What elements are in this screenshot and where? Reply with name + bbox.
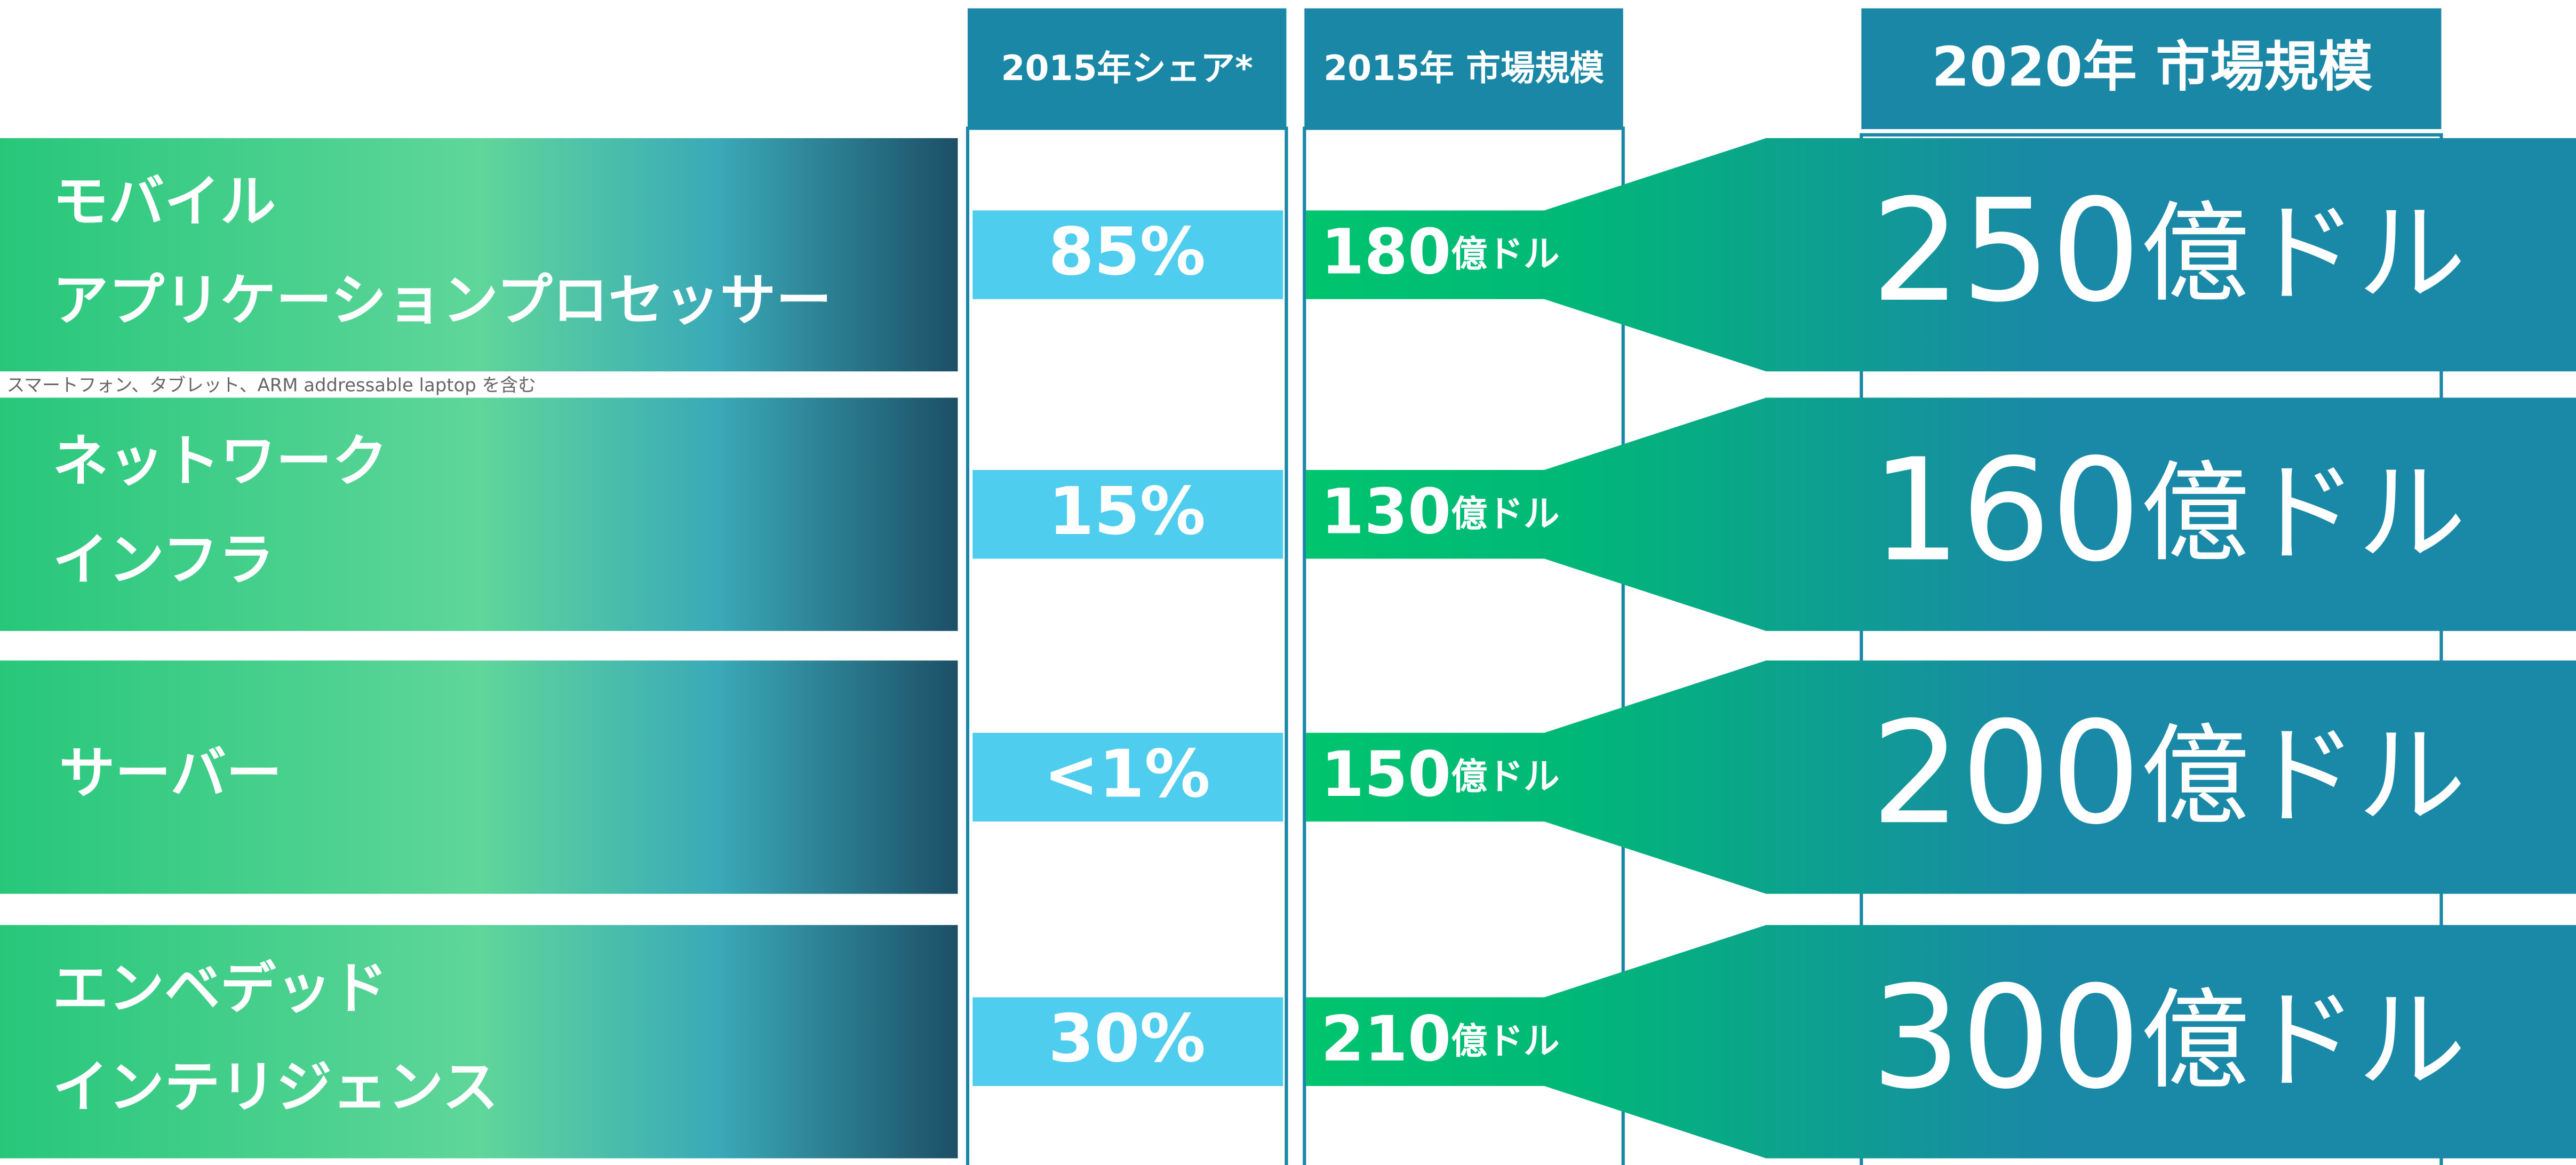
- category-label: アプリケーションプロセッサー: [53, 268, 832, 333]
- share-value: 15%: [1048, 474, 1206, 550]
- unit: 億ドル: [2141, 190, 2466, 317]
- category-note: スマートフォン、タブレット、ARM addressable laptop を含む: [6, 374, 536, 395]
- category-label: インテリジェンス: [53, 1055, 499, 1120]
- amount: 160: [1871, 429, 2141, 593]
- amount: 200: [1871, 692, 2141, 856]
- market-2020: 160億ドル: [1871, 429, 2466, 593]
- unit: 億ドル: [1451, 1019, 1559, 1062]
- category-label: モバイル: [53, 169, 276, 234]
- unit: 億ドル: [2141, 713, 2466, 839]
- category-label: ネットワーク: [53, 429, 388, 494]
- share-value: 85%: [1048, 214, 1206, 290]
- market-2020: 250億ドル: [1871, 169, 2466, 333]
- slide: 2015年シェア* 2015年 市場規模 2020年 市場規模 モバイルアプリケ…: [0, 0, 2576, 1165]
- amount: 300: [1871, 956, 2141, 1121]
- market-2020: 300億ドル: [1871, 956, 2466, 1121]
- share-value: <1%: [1044, 737, 1210, 813]
- amount: 130: [1321, 475, 1451, 548]
- column-header: 2015年シェア*: [1001, 49, 1253, 89]
- category-label: エンベデッド: [53, 956, 388, 1021]
- amount: 210: [1321, 1002, 1451, 1075]
- category-label: サーバー: [59, 741, 282, 806]
- column-header: 2020年 市場規模: [1932, 35, 2373, 98]
- amount: 250: [1871, 169, 2141, 333]
- market-2020: 200億ドル: [1871, 692, 2466, 856]
- unit: 億ドル: [1451, 492, 1559, 534]
- column-header: 2015年 市場規模: [1323, 49, 1604, 89]
- share-value: 30%: [1048, 1001, 1206, 1078]
- unit: 億ドル: [1451, 755, 1559, 797]
- amount: 180: [1321, 216, 1451, 289]
- amount: 150: [1321, 738, 1451, 811]
- unit: 億ドル: [1451, 233, 1559, 275]
- unit: 億ドル: [2141, 450, 2466, 576]
- unit: 億ドル: [2141, 977, 2466, 1104]
- category-label: インフラ: [53, 527, 275, 592]
